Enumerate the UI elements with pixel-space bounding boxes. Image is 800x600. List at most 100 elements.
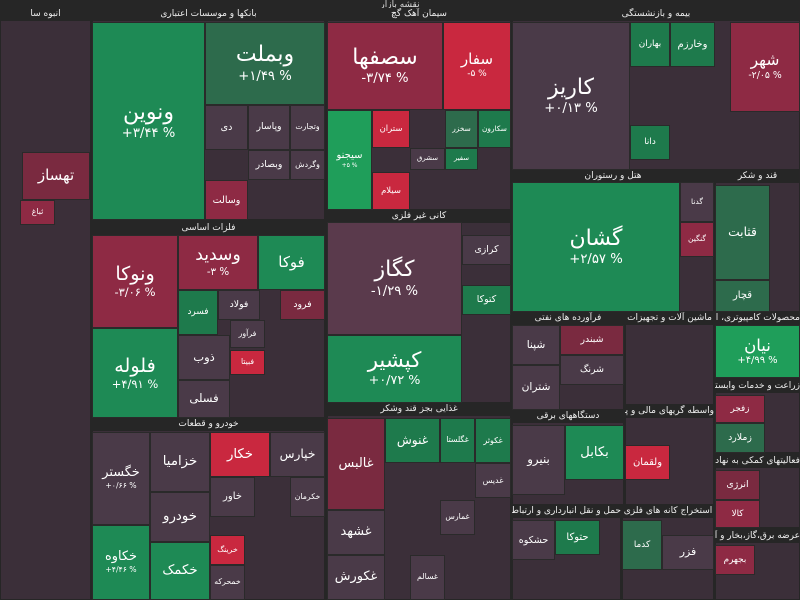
stock-tile: ثباغ (20, 200, 55, 225)
tile-name: گشان (569, 225, 623, 251)
stock-tile: غشهد (327, 510, 385, 555)
tile-name: خکمک (162, 563, 198, 579)
tile-change: -۲/۰۵ % (748, 69, 782, 81)
sector (625, 312, 714, 405)
tile-name: سخزر (452, 123, 471, 133)
tile-name: شپنا (526, 337, 546, 351)
tile-name: سفیر (453, 154, 470, 163)
stock-tile: گشان +۲/۵۷ % (512, 182, 680, 312)
stock-tile: وبصادر (248, 150, 290, 180)
sector-title: زراعت و خدمات وابسته (715, 380, 800, 393)
stock-tile: کپشیر +۰/۷۲ % (327, 335, 462, 403)
stock-tile: وگردش (290, 150, 325, 180)
stock-tile: ونوین +۳/۴۴ % (92, 22, 205, 220)
stock-tile: کدما (622, 520, 662, 570)
stock-tile: غسالم (410, 555, 445, 600)
sector-title: استخراج کانه های فلزی (622, 505, 714, 518)
sector-title: بیمه و بازنشستگی (512, 8, 800, 21)
tile-name: زملارد (728, 431, 752, 443)
stock-tile: سفیر (445, 148, 478, 170)
stock-tile: فزر (662, 535, 714, 570)
stock-tile: ونوکا -۳/۰۶ % (92, 235, 178, 328)
stock-tile: خکرمان (290, 477, 325, 517)
tile-change: +۰/۱۳ % (544, 101, 598, 117)
stock-tile: شبندر (560, 325, 624, 355)
tile-name: خودرو (163, 509, 197, 525)
stock-tile: خزامیا (150, 432, 210, 492)
stock-tile: ستران (372, 110, 410, 148)
stock-tile: غنوش (385, 418, 440, 463)
tile-name: غنوش (396, 433, 429, 448)
sector-title: دستگاههای برقی (512, 410, 624, 423)
tile-name: فسرد (187, 307, 209, 318)
stock-tile: کاریز +۰/۱۳ % (512, 22, 630, 170)
stock-tile: خمحرکه (210, 565, 245, 600)
tile-name: شهر (750, 50, 780, 69)
tile-name: وسالت (212, 194, 241, 206)
stock-tile: سفار -۵ % (443, 22, 511, 110)
stock-tile: حتوکا (555, 520, 600, 555)
stock-tile: غدیس (475, 463, 511, 498)
stock-tile: زفجر (715, 395, 765, 423)
stock-tile: وسالت (205, 180, 248, 220)
stock-tile: کگاز -۱/۲۹ % (327, 222, 462, 335)
tile-name: وپاسار (256, 121, 282, 133)
stock-tile: سیجنو +۵ % (327, 110, 372, 210)
stock-tile: انرژی (715, 470, 760, 500)
tile-change: -۱/۲۹ % (370, 283, 419, 299)
tile-name: سفار (460, 50, 494, 69)
stock-tile: سیلام (372, 172, 410, 210)
sector-title: هتل و رستوران (512, 170, 714, 183)
sector-title: فرآورده های نفتی (512, 312, 624, 325)
tile-name: کپشیر (367, 347, 422, 373)
stock-tile: گدنا (680, 182, 714, 222)
tile-change: +۴/۹۱ % (111, 376, 159, 391)
tile-change: -۳/۷۴ % (361, 71, 409, 87)
tile-name: سکارون (482, 123, 507, 133)
sector-title: فعالیتهای کمکی به نهاد (715, 455, 800, 468)
tile-name: وگردش (295, 159, 320, 169)
tile-change: +۵ % (341, 161, 358, 169)
tile-name: غگلستا (446, 435, 469, 445)
tile-name: شبندر (580, 333, 604, 345)
tile-name: بهاران (638, 39, 662, 50)
tile-change: +۰/۶۶ % (105, 480, 137, 490)
tile-name: سیلام (381, 185, 401, 196)
tile-name: شتران (521, 380, 551, 394)
tile-change: -۵ % (467, 68, 487, 79)
tile-name: ستران (379, 123, 403, 134)
stock-tile: زملارد (715, 423, 765, 453)
stock-tile: بکابل (565, 425, 624, 480)
stock-tile: خکار (210, 432, 270, 477)
stock-tile: کتوکا (462, 285, 511, 315)
stock-tile: نیان +۴/۹۹ % (715, 325, 800, 378)
tile-name: غدیس (482, 475, 504, 485)
stock-tile: قچار (715, 280, 770, 312)
tile-name: ونوین (123, 99, 174, 125)
stock-tile: خکاوه +۴/۴۶ % (92, 525, 150, 600)
stock-tile: خپارس (270, 432, 325, 477)
stock-tile: ذوب (178, 335, 230, 380)
stock-tile: ولقمان (625, 445, 670, 480)
tile-change: +۴/۴۶ % (105, 564, 137, 574)
stock-tile: قثابت (715, 185, 770, 280)
stock-tile: کالا (715, 500, 760, 528)
stock-tile: فبیتا (230, 350, 265, 375)
stock-tile: وپاسار (248, 105, 290, 150)
tile-name: قثابت (728, 225, 757, 240)
tile-name: کتوکا (476, 293, 497, 305)
tile-name: خکاوه (105, 549, 137, 565)
tile-name: کرازی (474, 243, 499, 255)
stock-tile: شتران (512, 365, 560, 410)
tile-name: کگاز (374, 257, 415, 283)
tile-name: غسالم (417, 572, 438, 582)
tile-name: ونوکا (115, 262, 155, 286)
tile-name: انرژی (726, 478, 749, 490)
tile-name: وبملت (235, 42, 295, 68)
stock-tile: فسرد (178, 290, 218, 335)
tile-name: شرنگ (580, 363, 604, 375)
stock-tile: شهر -۲/۰۵ % (730, 22, 800, 112)
tile-name: وتجارت (295, 122, 320, 132)
stock-tile: کرازی (462, 235, 511, 265)
tile-name: بنیرو (527, 452, 550, 467)
